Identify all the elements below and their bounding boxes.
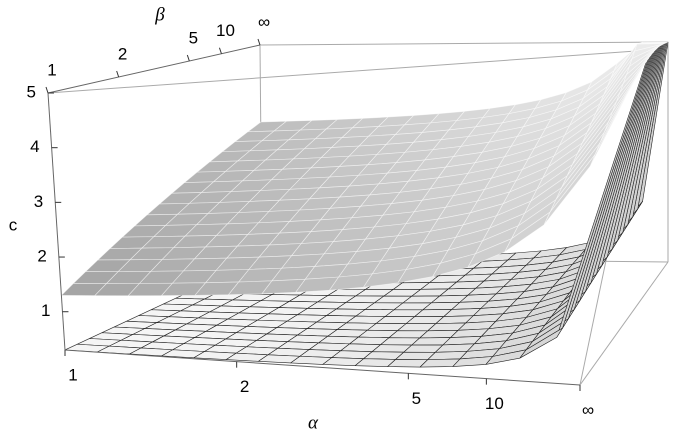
z-tick-label: 1 — [41, 301, 50, 320]
y-tick-label: 5 — [189, 28, 198, 47]
y-tick-label: 10 — [216, 21, 235, 40]
z-tick-label: 5 — [27, 82, 36, 101]
box-edge — [47, 92, 66, 351]
lower-surface — [64, 41, 669, 368]
z-axis-label: c — [9, 215, 18, 234]
box-edge — [579, 261, 669, 386]
x-tick-label: 1 — [68, 365, 77, 384]
y-tick-label: 1 — [47, 60, 56, 79]
x-tick-label: 5 — [412, 389, 421, 408]
z-tick-label: 3 — [34, 192, 43, 211]
surface-patch — [61, 283, 107, 296]
box-edge — [47, 49, 651, 94]
upper-surface — [61, 41, 669, 297]
box-edge — [64, 349, 581, 386]
y-tick — [116, 70, 120, 78]
y-tick — [186, 54, 190, 62]
z-tick-label: 4 — [30, 137, 39, 156]
z-tick-label: 2 — [37, 247, 46, 266]
box-edge — [259, 41, 669, 46]
y-tick — [218, 47, 222, 54]
x-axis-label: α — [308, 412, 319, 433]
box-edge — [47, 44, 261, 94]
x-tick-label: ∞ — [582, 400, 594, 419]
x-tick-label: 10 — [485, 394, 504, 413]
y-tick-label: 2 — [118, 44, 127, 63]
y-tick — [257, 38, 261, 46]
y-axis-label: β — [154, 4, 165, 25]
y-tick-label: ∞ — [258, 12, 270, 31]
y-tick — [45, 86, 49, 94]
x-tick-label: 2 — [240, 377, 249, 396]
